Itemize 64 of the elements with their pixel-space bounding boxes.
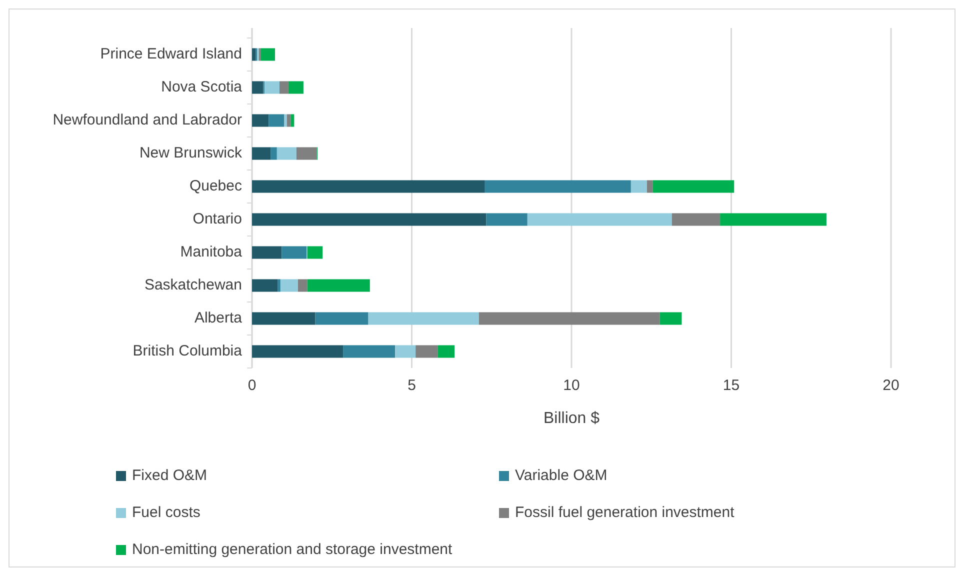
bar (416, 345, 438, 358)
y-tick-label: Alberta (194, 309, 243, 326)
bar (270, 147, 277, 160)
y-tick-label: Ontario (192, 210, 242, 228)
y-tick-label: Manitoba (180, 243, 243, 260)
bar (252, 312, 316, 325)
y-tick-label: Newfoundland and Labrador (52, 111, 242, 128)
bar (260, 48, 276, 61)
bar (284, 114, 287, 127)
bar (252, 114, 269, 127)
legend-label: Fuel costs (132, 504, 200, 521)
bar (252, 48, 256, 61)
bar (486, 213, 528, 226)
bar (288, 81, 304, 94)
bar (252, 147, 271, 160)
bar (286, 114, 291, 127)
bar (282, 246, 307, 259)
bar (307, 246, 323, 259)
bar (438, 345, 455, 358)
x-tick-label: 20 (882, 377, 900, 394)
y-tick-label: Nova Scotia (161, 78, 243, 96)
x-tick-label: 5 (408, 377, 416, 394)
x-axis-title: Billion $ (543, 410, 600, 427)
bar (268, 114, 284, 127)
bar (252, 180, 485, 193)
legend-label: Fossil fuel generation investment (515, 504, 736, 521)
y-tick-label: Quebec (189, 177, 242, 194)
legend-label: Fixed O&M (132, 466, 208, 484)
bar (252, 279, 278, 292)
bar (290, 114, 294, 127)
bar (646, 180, 653, 193)
bar (652, 180, 734, 193)
legend-label: Variable O&M (515, 466, 608, 484)
y-tick-label: Prince Edward Island (100, 45, 242, 62)
bar (278, 279, 280, 292)
y-tick-label: British Columbia (132, 342, 243, 360)
bar (343, 345, 396, 358)
x-tick-label: 10 (563, 377, 580, 394)
bar (280, 279, 298, 292)
bar (264, 81, 280, 94)
bar (395, 345, 416, 358)
bar (252, 213, 486, 226)
bar (527, 213, 672, 226)
bar (279, 81, 288, 94)
bar (368, 312, 479, 325)
x-tick-label: 0 (248, 377, 256, 394)
bar (315, 312, 368, 325)
bar (484, 180, 631, 193)
bar (252, 81, 264, 94)
y-tick-label: New Brunswick (139, 144, 242, 162)
bar (252, 246, 282, 259)
x-tick-label: 15 (722, 377, 740, 394)
legend-label: Non-emitting generation and storage investment (132, 540, 454, 558)
bar (296, 147, 317, 160)
bar (630, 180, 647, 193)
bar (307, 279, 370, 292)
bar (478, 312, 660, 325)
bar (276, 147, 296, 160)
bar (720, 213, 826, 226)
y-tick-label: Saskatchewan (144, 276, 242, 294)
bar (672, 213, 720, 226)
bar (660, 312, 682, 325)
bar (298, 279, 308, 292)
bar (252, 345, 344, 358)
